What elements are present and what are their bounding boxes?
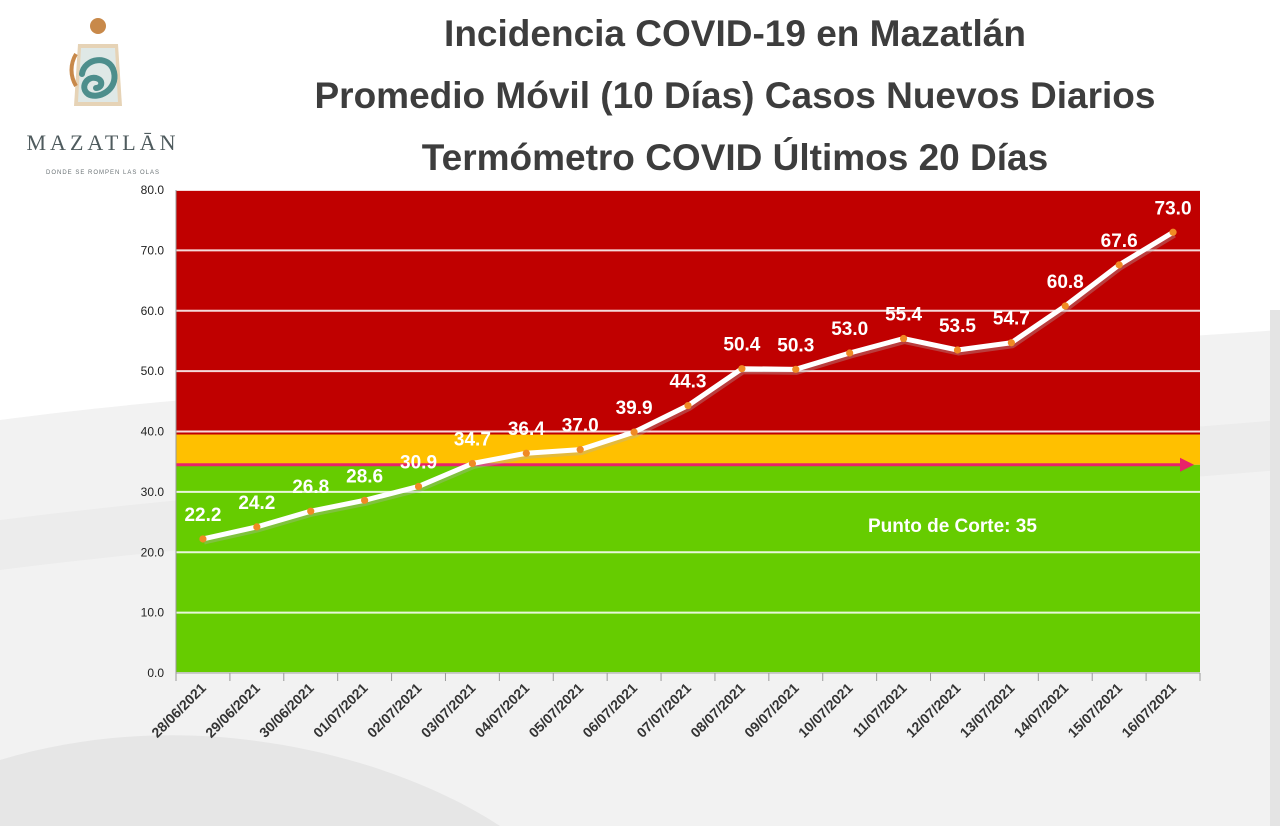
data-point: [1169, 228, 1177, 236]
y-tick-label: 40.0: [141, 425, 165, 439]
zone-yellow: [176, 434, 1200, 465]
x-tick-label: 29/06/2021: [202, 680, 263, 741]
data-label: 55.4: [885, 305, 922, 326]
data-label: 50.3: [777, 335, 814, 356]
zone-red: [176, 190, 1200, 435]
logo-tagline: DONDE SE ROMPEN LAS OLAS: [45, 170, 161, 176]
zone-green: [176, 464, 1200, 673]
y-tick-label: 60.0: [141, 304, 165, 318]
title-line-1: Incidencia COVID-19 en Mazatlán: [444, 13, 1026, 54]
x-tick-label: 09/07/2021: [741, 680, 802, 741]
y-tick-label: 50.0: [141, 364, 165, 378]
x-tick-label: 13/07/2021: [957, 680, 1018, 741]
x-tick-label: 08/07/2021: [687, 680, 748, 741]
data-point: [307, 507, 315, 515]
threshold-arrow-icon: [1180, 457, 1194, 472]
x-tick-label: 28/06/2021: [148, 680, 209, 741]
data-label: 37.0: [562, 416, 599, 437]
data-point: [468, 459, 477, 468]
data-point: [1007, 339, 1015, 347]
title-line-3: Termómetro COVID Últimos 20 Días: [421, 137, 1049, 178]
x-tick-label: 06/07/2021: [579, 680, 640, 741]
x-tick-label: 02/07/2021: [364, 680, 425, 741]
series-line-group: [199, 228, 1177, 545]
x-tick-label: 14/07/2021: [1011, 680, 1072, 741]
data-label: 24.2: [238, 493, 275, 514]
y-tick-label: 20.0: [141, 545, 165, 559]
data-point: [846, 349, 854, 357]
x-tick-labels: 28/06/202129/06/202130/06/202101/07/2021…: [148, 680, 1179, 741]
x-tick-label: 12/07/2021: [903, 680, 964, 741]
axes: [175, 190, 1201, 681]
data-point: [899, 334, 908, 343]
x-tick-label: 05/07/2021: [525, 680, 586, 741]
threshold-label: Punto de Corte: 35: [868, 516, 1037, 537]
data-label: 34.7: [454, 429, 491, 450]
x-tick-label: 16/07/2021: [1118, 680, 1179, 741]
y-tick-label: 30.0: [141, 485, 165, 499]
data-point: [414, 482, 423, 491]
data-point: [738, 365, 746, 373]
x-tick-label: 03/07/2021: [418, 680, 479, 741]
data-label: 22.2: [184, 505, 221, 526]
data-point: [522, 449, 530, 457]
data-label: 53.5: [939, 316, 976, 337]
x-tick-label: 04/07/2021: [472, 680, 533, 741]
data-label: 28.6: [346, 466, 383, 487]
data-label: 73.0: [1155, 198, 1192, 219]
data-point: [792, 365, 800, 373]
y-tick-label: 80.0: [141, 183, 165, 197]
threshold-group: [176, 457, 1194, 472]
data-label: 53.0: [831, 319, 868, 340]
y-tick-label: 70.0: [141, 243, 165, 257]
y-tick-label: 0.0: [147, 666, 164, 680]
x-tick-label: 01/07/2021: [310, 680, 371, 741]
data-point: [576, 446, 584, 454]
data-point: [684, 401, 692, 410]
data-point: [253, 523, 261, 531]
x-tick-label: 15/07/2021: [1064, 680, 1125, 741]
data-label: 44.3: [670, 372, 707, 393]
data-label: 50.4: [723, 335, 760, 356]
title-line-2: Promedio Móvil (10 Días) Casos Nuevos Di…: [314, 75, 1156, 116]
x-tick-label: 11/07/2021: [849, 680, 909, 740]
data-point: [630, 428, 638, 436]
data-label: 36.4: [508, 419, 545, 440]
data-label: 26.8: [292, 477, 329, 498]
data-point: [1061, 302, 1069, 310]
x-tick-label: 30/06/2021: [256, 680, 317, 741]
data-label: 60.8: [1047, 272, 1084, 293]
data-label: 30.9: [400, 452, 437, 473]
data-point: [361, 496, 369, 504]
x-tick-label: 07/07/2021: [633, 680, 694, 741]
mazatlan-emblem-icon: [69, 18, 122, 106]
data-point: [1115, 261, 1123, 269]
logo-wordmark: MAZATLĀN: [26, 130, 180, 155]
x-tick-label: 10/07/2021: [795, 680, 856, 741]
data-point: [199, 535, 207, 543]
data-label: 67.6: [1101, 231, 1138, 252]
data-labels: 22.2 24.2 26.8 28.6 30.9 34.7 36.4 37.0 39.9 44.3…: [184, 198, 1191, 526]
data-label: 39.9: [616, 398, 653, 419]
mazatlan-logo: MAZATLĀN DONDE SE ROMPEN LAS OLAS: [18, 14, 178, 176]
zone-bands: [176, 190, 1200, 673]
data-point: [953, 346, 962, 354]
y-tick-label: 10.0: [141, 606, 165, 620]
y-tick-labels: 0.0 10.0 20.0 30.0 40.0 50.0 60.0 70.0 80.0: [141, 183, 165, 680]
data-label: 54.7: [993, 309, 1030, 330]
